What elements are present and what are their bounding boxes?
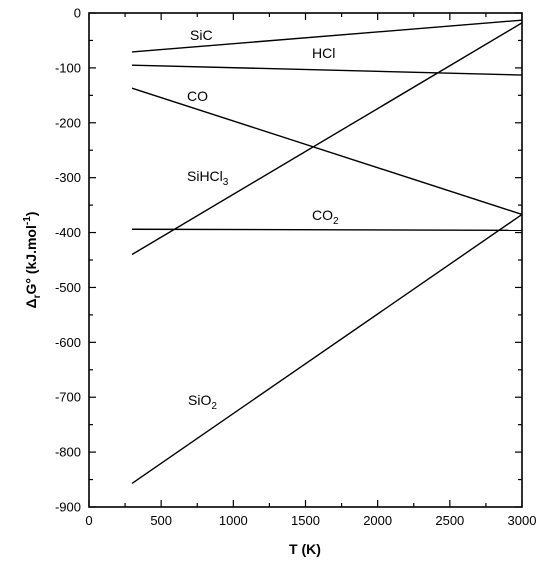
series-line-co [131, 87, 523, 216]
x-tick-label: 1500 [291, 513, 320, 528]
y-tick-label: -300 [55, 170, 81, 185]
x-tick-label: 3000 [508, 513, 537, 528]
x-axis-title: T (K) [289, 541, 321, 557]
series-label-hcl: HCl [312, 45, 335, 61]
series-label-sihcl3: SiHCl3 [187, 168, 229, 188]
series-line-sio2 [131, 213, 523, 484]
x-tick-label: 2000 [363, 513, 392, 528]
y-axis-title: ΔrG° (kJ.mol-1) [22, 212, 43, 309]
x-tick-label: 1000 [219, 513, 248, 528]
y-tick-label: -800 [55, 445, 81, 460]
x-tick-label: 2500 [435, 513, 464, 528]
series-labels: SiC HCl CO SiHCl3 CO2 SiO2 [187, 27, 339, 412]
axis-ticks [88, 12, 523, 508]
x-tick-label: 500 [150, 513, 172, 528]
series-label-co: CO [187, 88, 208, 104]
series-group [131, 19, 523, 484]
series-line-sihcl3 [131, 22, 523, 256]
y-tick-label: -200 [55, 115, 81, 130]
series-label-sio2: SiO2 [188, 392, 217, 412]
series-label-sic: SiC [190, 27, 213, 43]
axis-tick-labels: 0 500 1000 1500 2000 2500 3000 0 -100 -200 -300 -40… [55, 6, 536, 529]
y-tick-label: 0 [74, 6, 81, 21]
series-line-sic [131, 19, 523, 53]
y-tick-label: -900 [55, 500, 81, 515]
y-tick-label: -400 [55, 225, 81, 240]
y-tick-label: -600 [55, 335, 81, 350]
y-tick-label: -100 [55, 60, 81, 75]
y-tick-label: -700 [55, 390, 81, 405]
series-line-hcl [131, 64, 523, 76]
x-tick-label: 0 [85, 513, 92, 528]
series-label-co2: CO2 [312, 207, 339, 227]
y-tick-label: -500 [55, 280, 81, 295]
series-line-co2 [132, 228, 523, 232]
